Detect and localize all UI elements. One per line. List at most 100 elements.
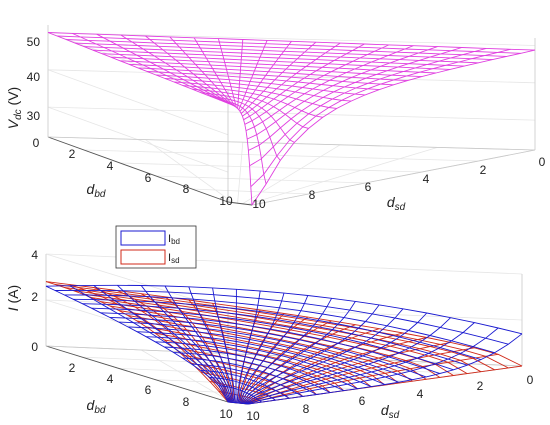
isd-line-dbd-1: [55, 283, 509, 369]
vdc-line-dsd-14: [244, 44, 390, 125]
ibd-line-dbd-9: [127, 326, 399, 383]
bot-y-tick-2: 6: [145, 383, 152, 397]
bot-x-tick-0: 0: [527, 373, 534, 387]
bot-floor-grid-y-2: [82, 356, 468, 374]
vdc-line-dbd-14: [173, 81, 337, 109]
ibd-line-dbd-8: [118, 321, 413, 381]
ibd-line-dbd-0: [45, 284, 523, 335]
vdc-line-dbd-6: [101, 53, 451, 70]
ibd-line-dbd-16: [191, 363, 304, 397]
legend-item-ibd: Ibd: [120, 230, 180, 246]
top-x-tick-0: 0: [539, 155, 546, 169]
top-z-tick-0: 30: [27, 109, 41, 123]
isd-line-dbd-4: [82, 293, 468, 374]
bot-x-tick-4: 8: [303, 402, 310, 416]
isd-line-dbd-9: [127, 315, 399, 384]
ibd-line-dbd-5: [91, 307, 454, 371]
top-z-tick-1: 40: [27, 70, 41, 84]
vdc-line-dbd-16: [191, 88, 309, 129]
bot-y-tick-0: 2: [69, 361, 76, 375]
bot-x-tick-2: 4: [417, 387, 424, 401]
bot-z-tick-2: 4: [31, 248, 38, 262]
ibd-line-dbd-11: [146, 336, 372, 388]
vdc-line-dbd-2: [65, 39, 507, 57]
ibd-line-dbd-3: [73, 298, 482, 361]
top-x-tick-5: 10: [252, 197, 266, 211]
top-wall-grid-b-1: [47, 69, 229, 136]
isd-line-dbd-15: [182, 354, 317, 395]
top-floor-back-edge: [251, 149, 536, 206]
ibd-line-dbd-6: [100, 312, 440, 375]
ibd-line-dbd-4: [82, 303, 468, 366]
bot-y-label: dbd: [87, 397, 106, 416]
isd-line-dbd-3: [73, 290, 482, 373]
ibd-line-dbd-20: [227, 401, 249, 405]
top-y-tick-2: 4: [107, 159, 114, 173]
ibd-line-dbd-10: [136, 331, 386, 385]
ibd-line-dbd-18: [209, 377, 276, 401]
top-floor-grid-x-4: [237, 142, 244, 204]
top-y-label: dbd: [87, 181, 106, 200]
vdc-line-dbd-8: [119, 60, 422, 78]
top-floor-grid-x-6: [242, 144, 341, 205]
ibd-line-dbd-13: [164, 346, 345, 392]
vdc-line-dbd-19: [218, 99, 267, 185]
bot-wall-grid-b-2: [45, 253, 229, 311]
top-floor-grid-x-2: [145, 139, 234, 203]
svg-text:Vdc (V): Vdc (V): [5, 87, 24, 129]
bot-x-tick-5: 10: [246, 409, 260, 423]
top-z-label: Vdc (V): [5, 87, 24, 129]
vdc-line-dbd-3: [74, 42, 493, 61]
top-y-tick-0: 0: [33, 136, 40, 150]
top-x-tick-1: 2: [480, 163, 487, 177]
vdc-line-dbd-18: [209, 95, 281, 161]
isd-line-dbd-2: [64, 286, 495, 371]
top-x-tick-3: 6: [365, 180, 372, 194]
top-floor-grid-y-4: [119, 162, 422, 173]
isd-line-dbd-0: [45, 281, 523, 367]
ibd-line-dbd-19: [218, 385, 262, 403]
vdc-surface: [47, 32, 536, 206]
ibd-line-dbd-2: [64, 294, 495, 354]
ibd-line-dbd-17: [200, 369, 290, 399]
bot-z-tick-0: 0: [31, 340, 38, 354]
vdc-line-dbd-5: [92, 49, 465, 67]
vdc-line-dbd-10: [137, 67, 394, 86]
top-z-tick-2: 50: [27, 35, 41, 49]
top-y-tick-1: 2: [69, 147, 76, 161]
vdc-line-dbd-20: [227, 102, 253, 206]
top-x-label: dsd: [387, 194, 406, 213]
ibd-line-dbd-1: [55, 289, 509, 345]
top-dsd-axis: [227, 201, 253, 206]
bot-floor-grid-y-4: [118, 368, 413, 382]
top-y-tick-5: 10: [219, 194, 233, 208]
vdc-line-dbd-7: [110, 56, 436, 74]
svg-text:Isd: Isd: [168, 252, 180, 265]
current-surface-plot: 0 2 4 I (A) 2 4 6 8 10 dbd 0 2 4 6 8 10 …: [5, 225, 534, 423]
top-x-tick-2: 4: [423, 172, 430, 186]
bot-y-tick-1: 4: [107, 372, 114, 386]
bot-x-tick-3: 6: [359, 394, 366, 408]
ibd-line-dbd-15: [182, 357, 317, 395]
bot-y-tick-4: 10: [219, 407, 233, 421]
ibd-surface: [45, 284, 523, 405]
top-wall-grid-a-0: [47, 106, 536, 121]
bot-dbd-axis: [45, 345, 229, 403]
top-floor-grid-y-2: [83, 149, 479, 162]
bot-z-tick-1: 2: [31, 290, 38, 304]
vdc-line-dbd-17: [200, 92, 295, 143]
vdc-line-dbd-13: [164, 78, 352, 102]
svg-text:I (A): I (A): [5, 285, 21, 311]
top-floor-grid-y-8: [191, 188, 309, 195]
legend: Ibd Isd: [115, 225, 197, 269]
isd-line-dbd-11: [146, 326, 372, 388]
bot-x-tick-1: 2: [477, 379, 484, 393]
top-wall-grid-a-1: [47, 69, 536, 84]
ibd-line-dbd-7: [109, 316, 427, 378]
top-floor-back-edge-2: [47, 136, 536, 151]
svg-text:Ibd: Ibd: [168, 233, 180, 246]
bot-x-label: dsd: [381, 402, 400, 421]
top-x-tick-4: 8: [309, 188, 316, 202]
top-floor-grid-x-8: [247, 147, 438, 205]
